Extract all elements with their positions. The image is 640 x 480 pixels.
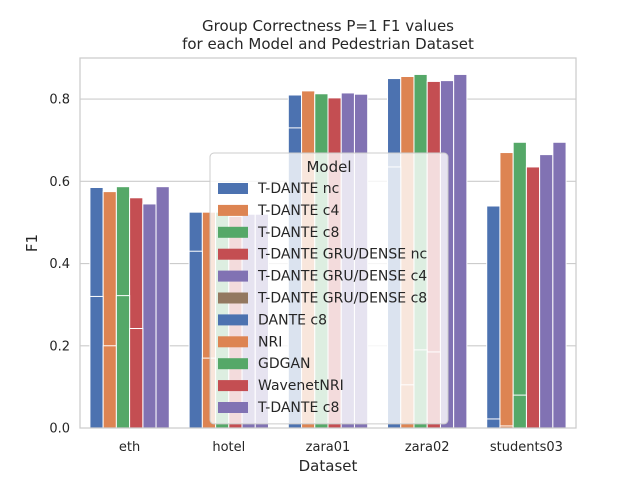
legend-swatch <box>218 292 248 304</box>
bar <box>525 166 541 429</box>
legend-label: T-DANTE GRU/DENSE nc <box>257 247 427 263</box>
y-axis-label: F1 <box>23 234 41 252</box>
legend-swatch <box>218 336 248 348</box>
bar <box>89 295 104 429</box>
x-tick-label: zara02 <box>405 440 450 455</box>
bar <box>552 141 567 429</box>
y-tick-label: 0.4 <box>49 257 70 272</box>
x-tick-label: eth <box>119 440 140 455</box>
x-tick-label: hotel <box>212 440 245 455</box>
legend-label: T-DANTE c8 <box>257 400 339 416</box>
y-tick-label: 0.2 <box>49 339 70 354</box>
chart-title-line: Group Correctness P=1 F1 values <box>202 17 454 35</box>
bar <box>486 418 501 429</box>
legend: Model T-DANTE nc T-DANTE c4 T-DANTE c8 T-DAN… <box>209 152 449 425</box>
bar <box>188 250 203 429</box>
legend-label: DANTE c8 <box>258 312 327 328</box>
y-tick-label: 0.0 <box>49 422 70 437</box>
legend-swatch <box>218 204 248 216</box>
bar <box>115 295 131 429</box>
bar <box>486 205 501 429</box>
bar <box>453 73 468 429</box>
legend-box <box>209 152 449 425</box>
bar <box>512 394 527 429</box>
legend-label: GDGAN <box>258 356 311 372</box>
legend-swatch <box>218 226 248 238</box>
legend-label: T-DANTE nc <box>257 181 339 197</box>
bar <box>102 345 117 429</box>
legend-swatch <box>218 380 248 392</box>
bar <box>539 154 554 429</box>
legend-swatch <box>218 270 248 282</box>
legend-label: NRI <box>258 334 282 350</box>
bar <box>499 152 514 429</box>
legend-label: T-DANTE GRU/DENSE c8 <box>257 291 427 307</box>
legend-swatch <box>218 248 248 260</box>
chart-title: Group Correctness P=1 F1 values for each … <box>182 17 474 53</box>
y-tick-labels: 0.0 0.2 0.4 0.6 0.8 <box>49 93 70 437</box>
legend-label: T-DANTE GRU/DENSE c4 <box>257 269 427 285</box>
y-tick-label: 0.8 <box>49 93 70 108</box>
x-tick-label: students03 <box>490 440 563 455</box>
x-tick-labels: eth hotel zara01 zara02 students03 <box>119 440 563 455</box>
legend-label: T-DANTE c4 <box>257 203 339 219</box>
bar <box>142 203 157 429</box>
y-tick-label: 0.6 <box>49 175 70 190</box>
x-axis-label: Dataset <box>299 457 358 475</box>
legend-label: T-DANTE c8 <box>257 225 339 241</box>
bar <box>512 141 527 429</box>
plot-frame <box>79 57 577 429</box>
legend-label: WavenetNRI <box>258 378 344 394</box>
chart-title-line: for each Model and Pedestrian Dataset <box>182 35 474 53</box>
legend-swatch <box>218 402 248 413</box>
legend-swatch <box>218 358 248 370</box>
legend-swatch <box>218 183 248 194</box>
bar <box>155 186 170 429</box>
x-tick-label: zara01 <box>306 440 351 455</box>
bar <box>129 328 144 429</box>
legend-swatch <box>218 314 248 326</box>
legend-title: Model <box>306 158 351 176</box>
